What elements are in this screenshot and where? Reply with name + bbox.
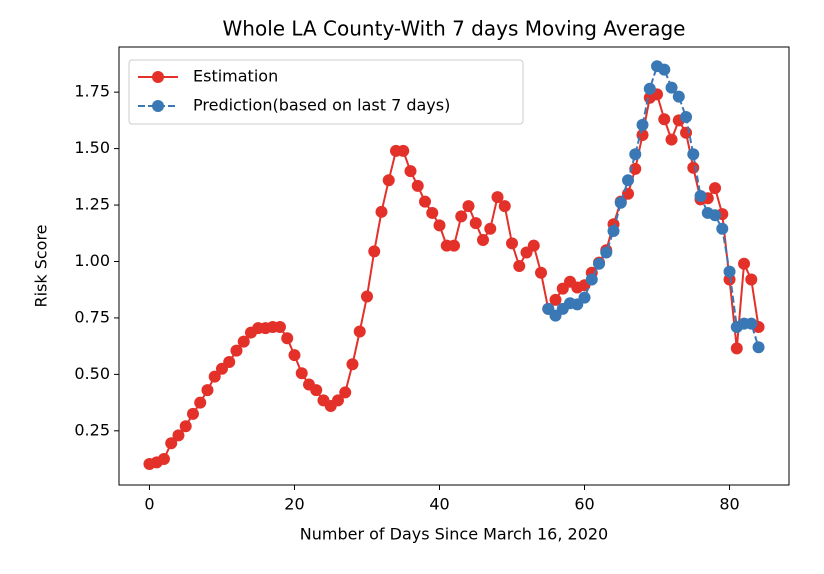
data-point [418, 195, 431, 208]
data-point [694, 190, 707, 203]
data-point [658, 113, 671, 126]
x-tick-label: 80 [719, 495, 739, 514]
x-tick-label: 0 [144, 495, 154, 514]
data-point [585, 273, 598, 286]
data-point [687, 148, 700, 161]
data-point [687, 161, 700, 174]
y-tick-label: 0.25 [74, 420, 110, 439]
data-point [716, 222, 729, 235]
legend-marker [152, 71, 164, 83]
data-point [201, 384, 214, 397]
data-point [368, 245, 381, 258]
chart-title: Whole LA County-With 7 days Moving Avera… [223, 17, 686, 41]
x-tick-label: 40 [429, 495, 449, 514]
data-point [709, 182, 722, 195]
data-point [527, 239, 540, 252]
data-point [665, 133, 678, 146]
data-point [491, 191, 504, 204]
legend-marker [152, 100, 164, 112]
data-point [658, 63, 671, 76]
data-point [745, 317, 758, 330]
data-point [600, 246, 613, 259]
data-point [404, 165, 417, 178]
data-point [172, 429, 185, 442]
data-point [281, 332, 294, 345]
legend-label: Estimation [193, 67, 278, 86]
data-point [506, 237, 519, 250]
data-point [738, 257, 751, 270]
data-point [223, 355, 236, 368]
data-point [636, 118, 649, 131]
legend-box [128, 59, 524, 125]
x-axis-label: Number of Days Since March 16, 2020 [300, 525, 608, 544]
data-point [360, 290, 373, 303]
x-tick-label: 20 [284, 495, 304, 514]
data-point [672, 90, 685, 103]
data-point [382, 174, 395, 187]
y-axis-label: Risk Score [32, 224, 51, 307]
data-point [194, 396, 207, 409]
data-point [484, 222, 497, 235]
data-point [622, 174, 635, 187]
data-point [469, 217, 482, 230]
data-point [462, 200, 475, 213]
data-point [680, 110, 693, 123]
data-point [549, 293, 562, 306]
data-point [593, 257, 606, 270]
data-point [426, 206, 439, 219]
data-point [723, 265, 736, 278]
data-point [629, 148, 642, 161]
data-point [498, 200, 511, 213]
data-point [614, 196, 627, 209]
data-point [179, 420, 192, 433]
data-point [455, 210, 468, 223]
data-point [535, 266, 548, 279]
data-point [339, 386, 352, 399]
data-point [745, 273, 758, 286]
data-point [513, 260, 526, 272]
data-point [353, 325, 366, 338]
data-point [310, 384, 323, 397]
y-tick-label: 1.25 [74, 195, 110, 214]
data-point [273, 320, 286, 333]
data-point [186, 407, 199, 420]
legend-label: Prediction(based on last 7 days) [193, 96, 450, 115]
y-tick-label: 1.00 [74, 251, 110, 270]
data-point [665, 81, 678, 94]
data-point [752, 341, 765, 354]
data-point [411, 179, 424, 192]
y-tick-label: 0.50 [74, 364, 110, 383]
data-point [237, 335, 250, 348]
data-point [477, 234, 490, 247]
data-point [709, 209, 722, 222]
data-point [448, 239, 460, 252]
data-point [230, 344, 243, 357]
x-tick-label: 60 [574, 495, 594, 514]
data-point [295, 367, 308, 380]
data-point [375, 205, 388, 218]
data-point [607, 225, 620, 238]
plot-frame [118, 46, 790, 486]
data-point [643, 82, 656, 95]
data-point [433, 219, 446, 232]
data-point [288, 349, 301, 362]
data-point [730, 342, 743, 355]
data-point [397, 144, 410, 157]
y-tick-label: 1.50 [74, 138, 110, 157]
data-point [165, 437, 178, 450]
data-point [578, 291, 591, 304]
data-point [331, 394, 344, 407]
data-point [157, 453, 170, 466]
data-point [208, 370, 221, 383]
y-tick-label: 0.75 [74, 307, 110, 326]
y-tick-label: 1.75 [74, 82, 110, 101]
data-point [346, 358, 359, 371]
